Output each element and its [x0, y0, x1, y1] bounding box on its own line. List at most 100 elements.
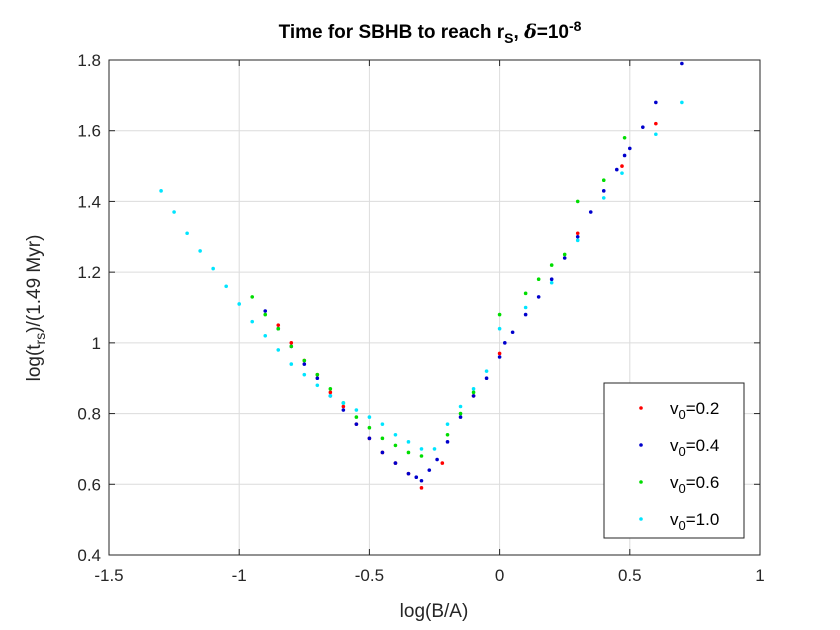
- data-point: [315, 383, 320, 388]
- y-tick-label: 0.4: [77, 546, 101, 565]
- y-tick-label: 1.4: [77, 192, 101, 211]
- data-point: [302, 358, 307, 363]
- y-tick-label: 1.2: [77, 263, 101, 282]
- y-axis-label: log(trs)/(1.49 Myr): [24, 235, 48, 382]
- data-point: [497, 326, 502, 331]
- data-point: [601, 189, 606, 193]
- data-point: [601, 196, 606, 200]
- data-point: [523, 312, 528, 317]
- data-point: [458, 411, 463, 416]
- legend-box: [603, 382, 745, 539]
- data-point: [406, 440, 411, 444]
- data-point: [562, 256, 567, 260]
- data-point: [562, 252, 567, 257]
- data-point: [250, 295, 255, 299]
- data-point: [484, 376, 489, 381]
- data-point: [419, 486, 424, 490]
- y-tick-label: 1.6: [77, 122, 101, 141]
- plot-frame: [108, 59, 761, 556]
- data-point: [445, 440, 450, 444]
- data-point: [575, 231, 580, 236]
- data-point: [654, 100, 658, 105]
- data-point: [380, 436, 385, 441]
- x-tick-label: 0.5: [618, 566, 642, 585]
- data-point: [250, 319, 255, 324]
- data-point: [198, 249, 202, 253]
- data-point: [575, 238, 580, 243]
- data-point: [445, 432, 450, 437]
- data-point: [237, 302, 241, 306]
- data-point: [276, 326, 281, 331]
- data-point: [289, 341, 294, 345]
- x-tick-label: -1.5: [94, 566, 123, 585]
- data-point: [328, 387, 333, 391]
- data-point: [367, 436, 372, 441]
- data-point: [471, 394, 476, 398]
- x-axis-label: log(B/A): [400, 601, 469, 622]
- data-point: [211, 266, 215, 271]
- y-tick-label: 0.8: [77, 405, 101, 424]
- legend: v0=0.2 v0=0.4 v0=0.6 v0=1.0: [603, 382, 745, 539]
- data-point: [497, 312, 502, 317]
- data-point: [263, 312, 268, 317]
- data-point: [393, 443, 398, 448]
- data-point: [497, 351, 502, 356]
- x-tick-label: -1: [232, 566, 247, 585]
- data-point: [224, 284, 228, 289]
- data-point: [680, 100, 684, 105]
- data-point: [367, 415, 372, 419]
- data-points: [159, 61, 684, 490]
- data-point: [354, 408, 359, 412]
- data-point: [523, 305, 528, 310]
- data-point: [393, 432, 398, 437]
- data-point: [497, 355, 502, 359]
- data-point: [289, 362, 294, 366]
- data-point: [393, 461, 398, 465]
- series-4: [159, 100, 684, 451]
- data-point: [484, 369, 489, 373]
- data-point: [549, 277, 554, 282]
- data-point: [440, 461, 445, 465]
- data-point: [263, 309, 268, 313]
- legend-marker: [639, 443, 643, 447]
- data-point: [628, 146, 632, 151]
- data-point: [549, 280, 554, 285]
- data-point: [276, 323, 281, 327]
- data-point: [622, 153, 627, 158]
- x-tick-label: 1: [755, 566, 764, 585]
- data-point: [536, 277, 541, 282]
- data-point: [185, 231, 189, 236]
- data-point: [315, 376, 320, 381]
- data-point: [341, 404, 346, 409]
- data-point: [575, 199, 580, 204]
- data-point: [289, 344, 294, 349]
- y-tick-label: 1.8: [77, 51, 101, 70]
- data-point: [328, 390, 333, 395]
- chart-title: Time for SBHB to reach rS, δ=10-8: [279, 18, 582, 46]
- data-point: [406, 471, 411, 476]
- data-point: [276, 348, 281, 352]
- legend-marker: [639, 480, 643, 484]
- data-point: [458, 404, 463, 409]
- legend-marker: [639, 406, 643, 410]
- data-point: [354, 422, 359, 426]
- data-point: [315, 372, 320, 377]
- axis-ticks: -1.5 -1 -0.5 0 0.5 1 0.4 0.6 0.8 1 1.2 1.4 1.6 1.8: [77, 51, 764, 585]
- data-point: [575, 234, 580, 239]
- data-point: [536, 295, 541, 299]
- data-point: [620, 171, 624, 175]
- data-point: [620, 164, 624, 168]
- x-tick-label: -0.5: [355, 566, 384, 585]
- data-point: [380, 450, 385, 455]
- data-point: [654, 132, 658, 137]
- data-point: [302, 362, 307, 366]
- data-point: [503, 341, 507, 345]
- data-point: [367, 425, 372, 430]
- data-point: [414, 475, 419, 480]
- data-point: [302, 372, 307, 377]
- y-tick-label: 1: [92, 334, 101, 353]
- data-point: [341, 408, 346, 412]
- data-point: [549, 263, 554, 267]
- data-point: [419, 478, 424, 483]
- data-point: [641, 125, 645, 129]
